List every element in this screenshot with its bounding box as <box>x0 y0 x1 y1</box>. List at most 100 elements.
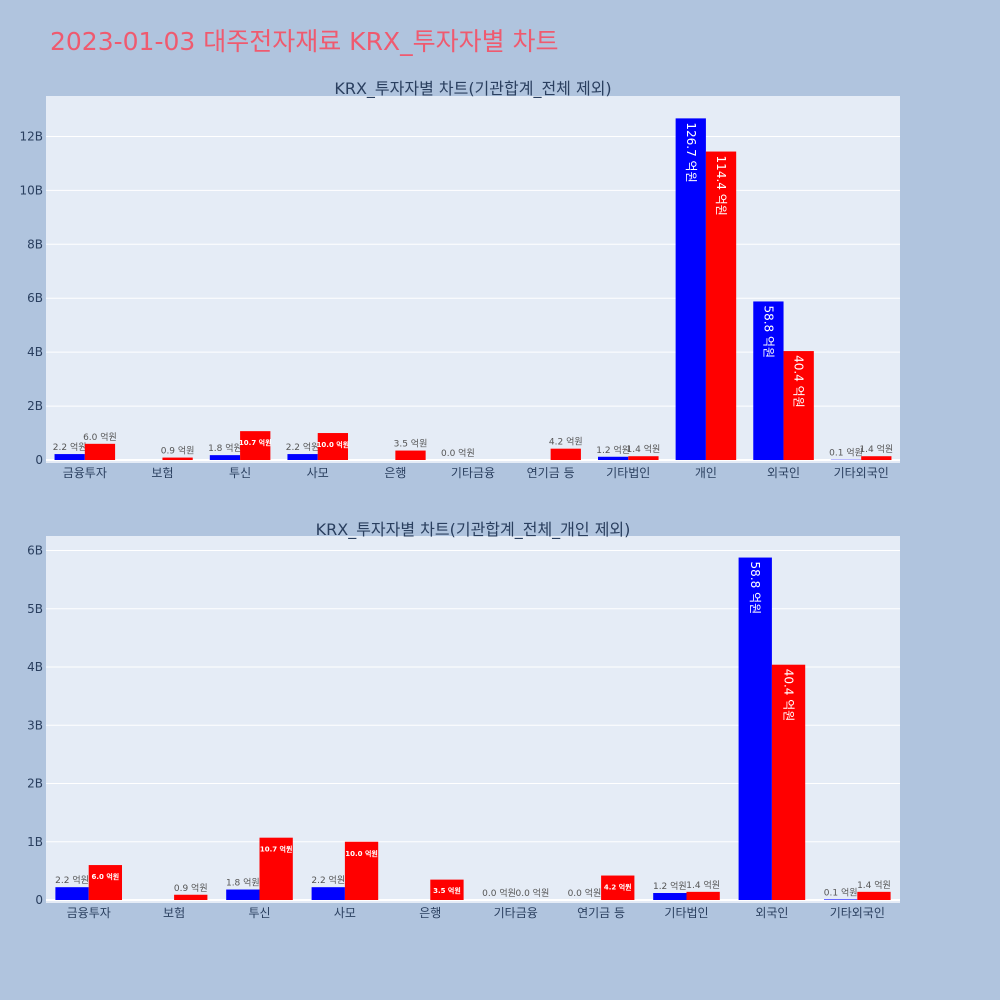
sell-bar <box>395 450 426 460</box>
data-label: 2.2 억원 <box>311 874 345 886</box>
data-label: 2.2 억원 <box>53 441 87 453</box>
x-tick-label: 금융투자 <box>67 906 111 920</box>
sell-bar <box>705 151 737 460</box>
buy-bar <box>311 887 345 900</box>
sell-bar <box>601 875 635 900</box>
x-tick-label: 기타법인 <box>606 466 650 480</box>
sell-bar <box>317 433 349 460</box>
data-label: 10.0 억원 <box>345 849 378 858</box>
x-tick-label: 은행 <box>384 465 406 480</box>
buy-bar <box>653 893 687 900</box>
sell-bar <box>344 841 379 900</box>
data-label: 0.0 억원 <box>568 887 602 899</box>
data-label: 10.7 억원 <box>239 438 272 447</box>
y-tick-label: 6B <box>27 291 43 305</box>
y-tick-label: 4B <box>27 345 43 359</box>
sell-bar <box>857 891 891 900</box>
buy-bar <box>823 899 858 900</box>
x-tick-label: 사모 <box>307 466 329 480</box>
y-tick-label: 6B <box>27 544 43 558</box>
data-label: 40.4 억원 <box>782 669 796 722</box>
data-label: 114.4 억원 <box>714 156 728 216</box>
x-tick-label: 기타외국인 <box>830 906 885 920</box>
buy-bar <box>738 557 772 900</box>
buy-bar <box>675 118 706 460</box>
data-label: 4.2 억원 <box>604 883 632 892</box>
sell-bar <box>240 431 271 460</box>
data-label: 6.0 억원 <box>83 431 117 443</box>
data-label: 1.4 억원 <box>857 879 891 891</box>
sell-bar <box>628 456 659 460</box>
sell-bar <box>686 891 720 900</box>
data-label: 3.5 억원 <box>433 886 461 895</box>
x-tick-label: 기타법인 <box>664 906 708 920</box>
chart-title: KRX_투자자별 차트(기관합계_전체 제외) <box>334 79 611 99</box>
x-tick-label: 개인 <box>695 466 717 480</box>
data-label: 1.4 억원 <box>686 879 720 891</box>
buy-bar <box>54 454 85 460</box>
sell-bar <box>861 456 892 460</box>
data-label: 10.7 억원 <box>260 845 293 854</box>
x-tick-label: 외국인 <box>767 466 800 480</box>
y-tick-label: 0 <box>35 453 43 467</box>
sell-bar <box>162 457 193 460</box>
y-tick-label: 2B <box>27 777 43 791</box>
data-label: 1.2 억원 <box>653 880 687 892</box>
x-tick-label: 기타금융 <box>494 906 538 920</box>
chart-2: 0 1B 2B 3B 4B 5B 6B KRX_투자자별 차트(기관합계_전체_개인 제외) 금… <box>27 520 900 920</box>
chart-title: KRX_투자자별 차트(기관합계_전체_개인 제외) <box>316 520 631 540</box>
data-label: 126.7 억원 <box>684 122 698 182</box>
data-label: 4.2 억원 <box>549 436 583 448</box>
sell-bar <box>174 894 208 900</box>
data-label: 0.9 억원 <box>174 882 208 894</box>
sell-bar <box>88 865 123 900</box>
data-label: 2.2 억원 <box>286 441 320 453</box>
data-label: 1.4 억원 <box>627 443 661 455</box>
buy-bar <box>226 889 260 900</box>
data-label: 1.8 억원 <box>226 877 260 889</box>
x-tick-label: 은행 <box>419 905 441 920</box>
buy-bar <box>55 887 89 900</box>
y-tick-label: 4B <box>27 660 43 674</box>
sell-bar <box>84 443 116 460</box>
x-tick-label: 사모 <box>334 906 356 920</box>
x-tick-label: 외국인 <box>755 906 788 920</box>
sell-bar <box>550 448 581 460</box>
data-label: 6.0 억원 <box>91 872 119 881</box>
y-tick-label: 10B <box>19 183 43 197</box>
x-tick-label: 기타외국인 <box>834 466 889 480</box>
y-tick-label: 1B <box>27 835 43 849</box>
y-tick-label: 0 <box>35 893 43 907</box>
x-tick-label: 기타금융 <box>451 466 495 480</box>
x-tick-label: 연기금 등 <box>527 466 575 480</box>
data-label: 0.0 억원 <box>482 887 516 899</box>
data-label: 2.2 억원 <box>55 874 89 886</box>
data-label: 0.1 억원 <box>824 886 858 898</box>
y-tick-label: 12B <box>19 129 43 143</box>
data-label: 58.8 억원 <box>761 305 775 358</box>
x-tick-label: 보험 <box>163 906 185 920</box>
buy-bar <box>753 301 784 460</box>
y-tick-label: 2B <box>27 399 43 413</box>
buy-bar <box>597 456 629 460</box>
sell-bar <box>783 351 814 460</box>
buy-bar <box>287 454 318 460</box>
data-label: 1.2 억원 <box>596 444 630 456</box>
page-title: 2023-01-03 대주전자재료 KRX_투자자별 차트 <box>50 27 559 56</box>
x-tick-label: 보험 <box>151 466 173 480</box>
data-label: 0.0 억원 <box>441 447 475 459</box>
data-label: 1.8 억원 <box>208 442 242 454</box>
data-label: 58.8 억원 <box>748 562 762 615</box>
data-label: 0.1 억원 <box>829 447 863 459</box>
data-label: 3.5 억원 <box>394 438 428 450</box>
data-label: 10.0 억원 <box>317 440 350 449</box>
x-tick-label: 투신 <box>248 906 270 920</box>
x-tick-label: 금융투자 <box>63 466 107 480</box>
chart-1: 0 2B 4B 6B 8B 10B 12B KRX_투자자별 차트(기관합계_전체 제외) 금융… <box>19 79 900 480</box>
data-label: 40.4 억원 <box>792 355 806 408</box>
sell-bar <box>430 879 464 900</box>
x-tick-label: 투신 <box>229 466 251 480</box>
sell-bar <box>771 664 806 900</box>
data-label: 0.0 억원 <box>515 887 549 899</box>
